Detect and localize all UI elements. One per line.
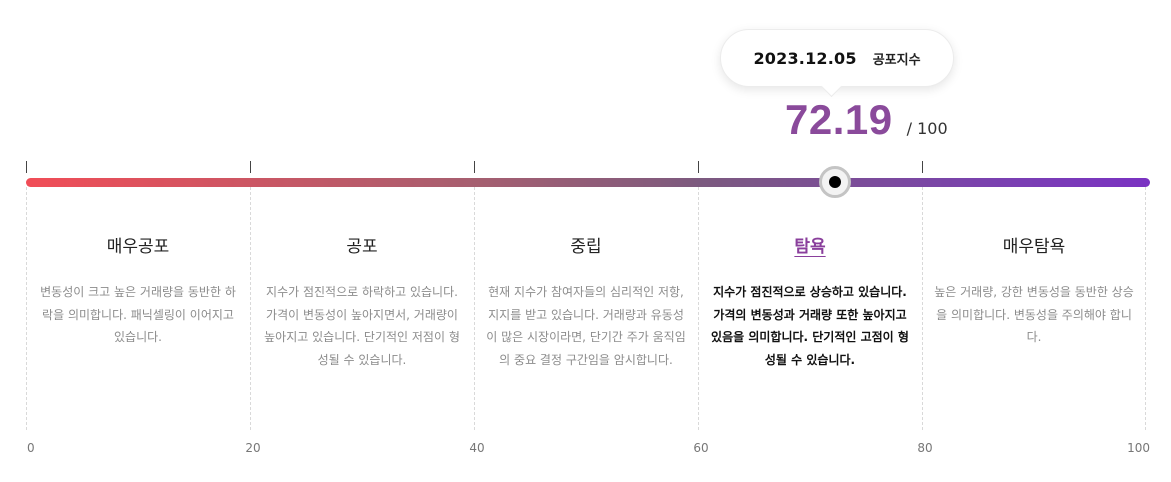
zone-title: 매우탐욕 xyxy=(1002,237,1066,257)
scale-tick xyxy=(26,161,27,173)
zone-description: 지수가 점진적으로 하락하고 있습니다. 가격이 변동성이 높아지면서, 거래량… xyxy=(264,285,460,367)
axis-label: 0 xyxy=(27,441,35,455)
gauge-marker[interactable] xyxy=(818,166,851,198)
zone-divider xyxy=(250,187,251,430)
tooltip-label: 공포지수 xyxy=(872,52,921,68)
zone-description: 현재 지수가 참여자들의 심리적인 저항, 지지를 받고 있습니다. 거래량과 … xyxy=(486,285,686,367)
score-max: / 100 xyxy=(906,119,948,138)
axis-label: 40 xyxy=(469,441,485,455)
zone-divider xyxy=(26,187,27,430)
zone-description: 높은 거래량, 강한 변동성을 동반한 상승을 의미합니다. 변동성을 주의해야… xyxy=(934,285,1134,344)
axis-label: 20 xyxy=(245,441,261,455)
axis-label: 80 xyxy=(917,441,933,455)
scale-tick xyxy=(698,161,699,173)
zone-title: 매우공포 xyxy=(106,237,170,257)
fear-greed-gauge-track xyxy=(26,178,1150,187)
zone-divider xyxy=(922,187,923,430)
score-value: 72.19 xyxy=(785,96,893,143)
tooltip-date: 2023.12.05 xyxy=(753,48,857,68)
zone-greed: 탐욕 지수가 점진적으로 상승하고 있습니다. 가격의 변동성과 거래량 또한 … xyxy=(698,232,922,371)
zone-title: 공포 xyxy=(346,237,378,257)
zone-title: 중립 xyxy=(570,237,602,257)
zone-fear: 공포 지수가 점진적으로 하락하고 있습니다. 가격이 변동성이 높아지면서, … xyxy=(250,232,474,371)
zone-divider xyxy=(698,187,699,430)
scale-tick xyxy=(250,161,251,173)
axis-label: 60 xyxy=(693,441,709,455)
scale-tick xyxy=(474,161,475,173)
zone-divider xyxy=(1145,187,1146,430)
gauge-marker-dot xyxy=(828,176,841,188)
date-tooltip: 2023.12.05 공포지수 xyxy=(720,29,954,87)
score-readout: 72.19 / 100 xyxy=(785,96,948,144)
axis-label: 100 xyxy=(1127,441,1150,455)
zone-description: 변동성이 크고 높은 거래량을 동반한 하락을 의미합니다. 패닉셀링이 이어지… xyxy=(40,285,236,344)
scale-tick xyxy=(922,161,923,173)
zone-extreme-fear: 매우공포 변동성이 크고 높은 거래량을 동반한 하락을 의미합니다. 패닉셀링… xyxy=(26,232,250,349)
zone-divider xyxy=(474,187,475,430)
zone-neutral: 중립 현재 지수가 참여자들의 심리적인 저항, 지지를 받고 있습니다. 거래… xyxy=(474,232,698,371)
zone-description-active: 지수가 점진적으로 상승하고 있습니다. 가격의 변동성과 거래량 또한 높아지… xyxy=(711,285,909,367)
zone-title-active[interactable]: 탐욕 xyxy=(794,237,826,257)
zone-extreme-greed: 매우탐욕 높은 거래량, 강한 변동성을 동반한 상승을 의미합니다. 변동성을… xyxy=(922,232,1146,349)
